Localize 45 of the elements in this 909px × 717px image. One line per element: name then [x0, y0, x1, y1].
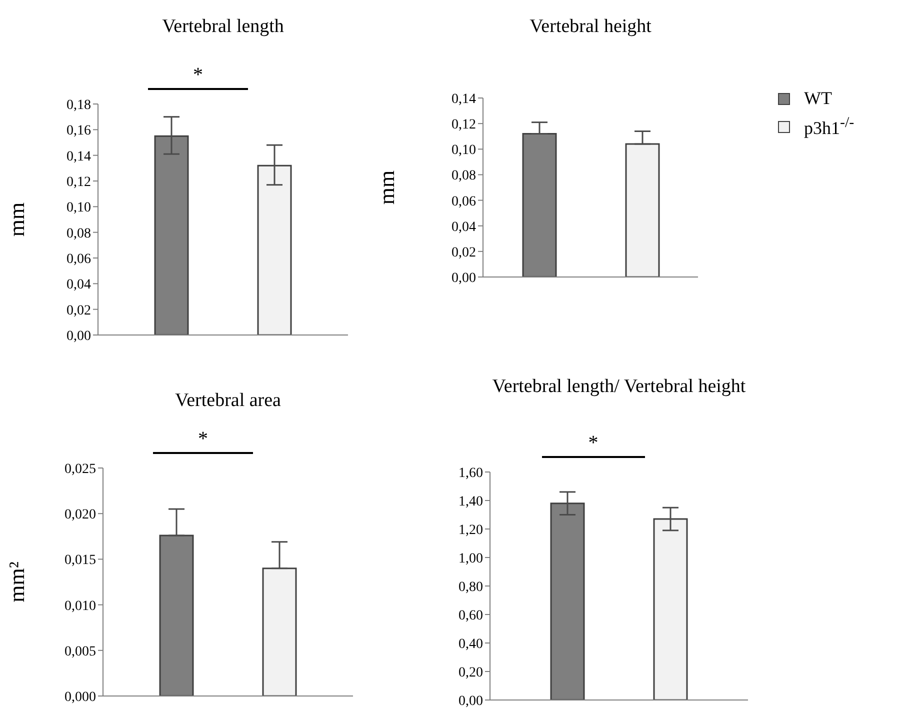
y-tick-label: 0,80	[458, 580, 483, 595]
y-tick-label: 0,10	[66, 200, 91, 216]
text: *	[192, 64, 204, 86]
y-tick-label: 0,04	[452, 220, 476, 235]
text: *	[587, 432, 600, 454]
y-tick-label: 0,00	[458, 694, 483, 709]
y-tick-label: 0,12	[66, 174, 91, 190]
chart-title: Vertebral area	[174, 390, 282, 412]
y-tick-label: 0,20	[458, 665, 483, 680]
y-tick-label: 0,14	[66, 149, 91, 164]
chart-title: Vertebral length	[161, 16, 285, 38]
y-axis-title: mm²	[4, 561, 29, 602]
chart-title: Vertebral height	[528, 16, 652, 38]
y-tick-label: 0,08	[452, 168, 476, 184]
y-tick-label: 0,005	[64, 644, 96, 660]
y-tick-label: 0,16	[66, 124, 91, 139]
y-tick-label: 0,12	[452, 118, 476, 133]
y-tick-label: 0,08	[66, 226, 91, 242]
text: *	[197, 428, 209, 450]
y-axis-title: mm	[4, 202, 29, 237]
y-tick-label: 0,60	[458, 608, 483, 624]
y-tick-label: 1,00	[458, 551, 483, 566]
y-tick-label: 0,02	[66, 303, 91, 318]
y-tick-label: 1,20	[458, 522, 483, 538]
y-tick-label: 0,015	[64, 553, 96, 568]
y-tick-label: 0,00	[66, 328, 91, 344]
y-axis-title: mm	[374, 170, 399, 205]
y-tick-label: 0,18	[66, 98, 91, 113]
legend-label: WT	[804, 88, 832, 109]
y-tick-label: 0,020	[64, 508, 96, 523]
y-tick-label: 0,06	[452, 194, 476, 210]
y-tick-label: 0,025	[64, 462, 96, 477]
y-tick-label: 0,00	[452, 270, 476, 286]
y-tick-label: 0,06	[66, 252, 91, 267]
y-tick-label: 0,04	[66, 278, 91, 293]
y-tick-label: 0,10	[452, 143, 476, 158]
y-tick-label: 0,000	[64, 690, 96, 705]
chart-title: Vertebral length/ Vertebral height	[491, 376, 747, 398]
y-tick-label: 0,40	[458, 636, 483, 652]
y-tick-label: 1,40	[458, 494, 483, 510]
y-tick-label: 1,60	[458, 466, 483, 481]
legend-label: p3h1$^{-/-}$	[804, 115, 854, 139]
y-tick-label: 0,010	[64, 598, 96, 614]
y-tick-label: 0,14	[452, 92, 476, 107]
y-tick-label: 0,02	[452, 245, 476, 260]
